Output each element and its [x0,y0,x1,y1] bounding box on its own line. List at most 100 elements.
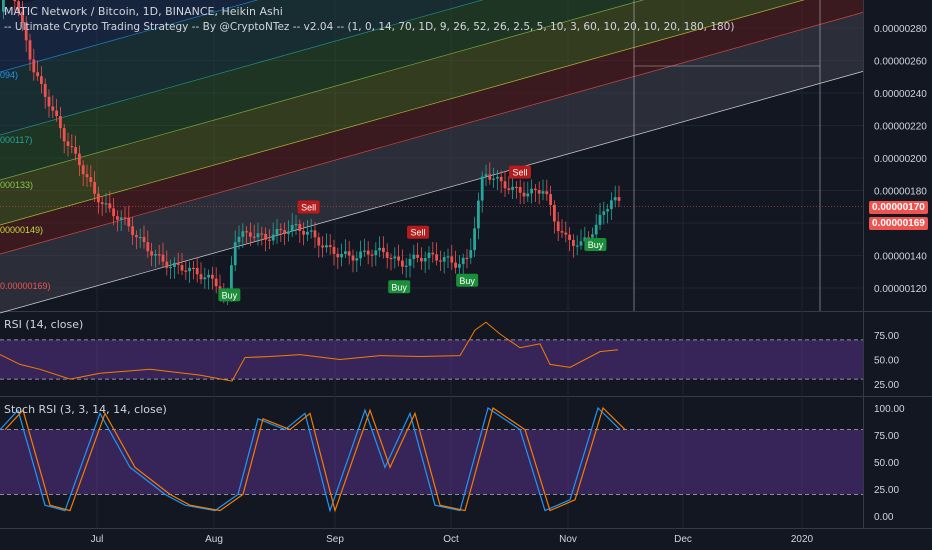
candle [287,220,290,242]
buy-signal-label[interactable]: Buy [584,238,607,251]
candle [207,269,210,290]
candles [2,0,621,305]
candle [275,218,279,244]
rsi-band [0,339,863,380]
candle [480,171,484,213]
candle [2,0,5,20]
candle [108,191,112,213]
candle [602,201,606,225]
candle [279,223,283,243]
candle [184,260,188,280]
candle [165,250,169,276]
time-axis-label: 2020 [791,534,814,545]
candle [427,246,431,270]
candle [43,78,47,109]
candle [420,247,423,270]
candle [385,243,389,269]
stoch-band [0,429,863,495]
candle [252,224,256,243]
candle [249,222,252,247]
price-axis-label: 0.00000260 [874,57,927,68]
candle [306,220,309,242]
candle [336,247,340,270]
candle [97,186,100,214]
candle [211,266,214,290]
stoch-axis-label: 75.00 [874,431,899,442]
candle [617,185,621,208]
sell-signal-label[interactable]: Sell [508,165,531,179]
candle [89,165,93,188]
candle [169,259,172,280]
candle [317,232,321,258]
candle [17,0,20,17]
candle [146,230,150,258]
candle [423,251,427,273]
candle [264,227,267,252]
svg-text:Buy: Buy [391,282,407,292]
time-axis-label: Aug [205,534,223,545]
candle [150,242,153,267]
rsi-title[interactable]: RSI (14, close) [4,318,84,331]
candle [302,222,305,246]
indicator-title[interactable]: -- Ultimate Crypto Trading Strategy -- B… [4,21,735,33]
candle [192,261,195,280]
buy-signal-label[interactable]: Buy [388,280,411,294]
candle [568,227,571,252]
price-axis-label: 0.00000120 [874,284,927,295]
candle [374,242,378,266]
candle [344,239,347,258]
candle [123,206,127,226]
sell-signal-label[interactable]: Sell [297,200,320,214]
stoch-axis-label: 50.00 [874,458,899,469]
rsi-line[interactable] [0,321,619,382]
candle [511,176,514,199]
candle [70,134,74,154]
candle [283,222,286,246]
candle [404,258,408,278]
time-axis-label: Oct [443,534,459,545]
candle [496,169,499,191]
candle [28,33,32,72]
candle [161,242,165,268]
stoch-d-line[interactable] [4,406,626,513]
candle [62,123,66,154]
last-price-tag: 0.00000170 [869,201,928,214]
candle [321,236,324,258]
candle [507,176,511,195]
candle [492,167,495,188]
candle [127,205,131,232]
candle [378,236,381,258]
candle [435,242,438,266]
candle [93,171,96,202]
candle [237,225,241,250]
candle [477,192,480,240]
candle [347,240,351,265]
price-axis-label: 0.00000240 [874,89,927,100]
candle [294,214,298,236]
candle [260,226,264,246]
svg-text:Sell: Sell [512,168,527,178]
candle [195,257,199,283]
price-axis-label: 0.00000200 [874,154,927,165]
svg-text:Sell: Sell [411,228,426,238]
candle [298,219,302,243]
candle [268,229,271,250]
candle [32,48,36,81]
candle [138,228,142,248]
candle [454,250,457,274]
candle [233,230,237,272]
stoch-rsi-title[interactable]: Stoch RSI (3, 3, 14, 14, close) [4,403,167,416]
rsi-axis-label: 25.00 [874,380,899,391]
candle [439,250,442,272]
sell-signal-label[interactable]: Sell [407,225,430,239]
buy-signal-label[interactable]: Buy [456,273,479,287]
candle [515,181,518,199]
buy-signal-label[interactable]: Buy [218,288,241,302]
candle [363,238,366,257]
stoch-k-line[interactable] [0,406,621,513]
channel-level-label: 000117) [0,135,33,145]
symbol-title[interactable]: MATIC Network / Bitcoin, 1D, BINANCE, He… [4,5,283,18]
candle [154,249,157,268]
svg-text:Buy: Buy [459,276,475,286]
